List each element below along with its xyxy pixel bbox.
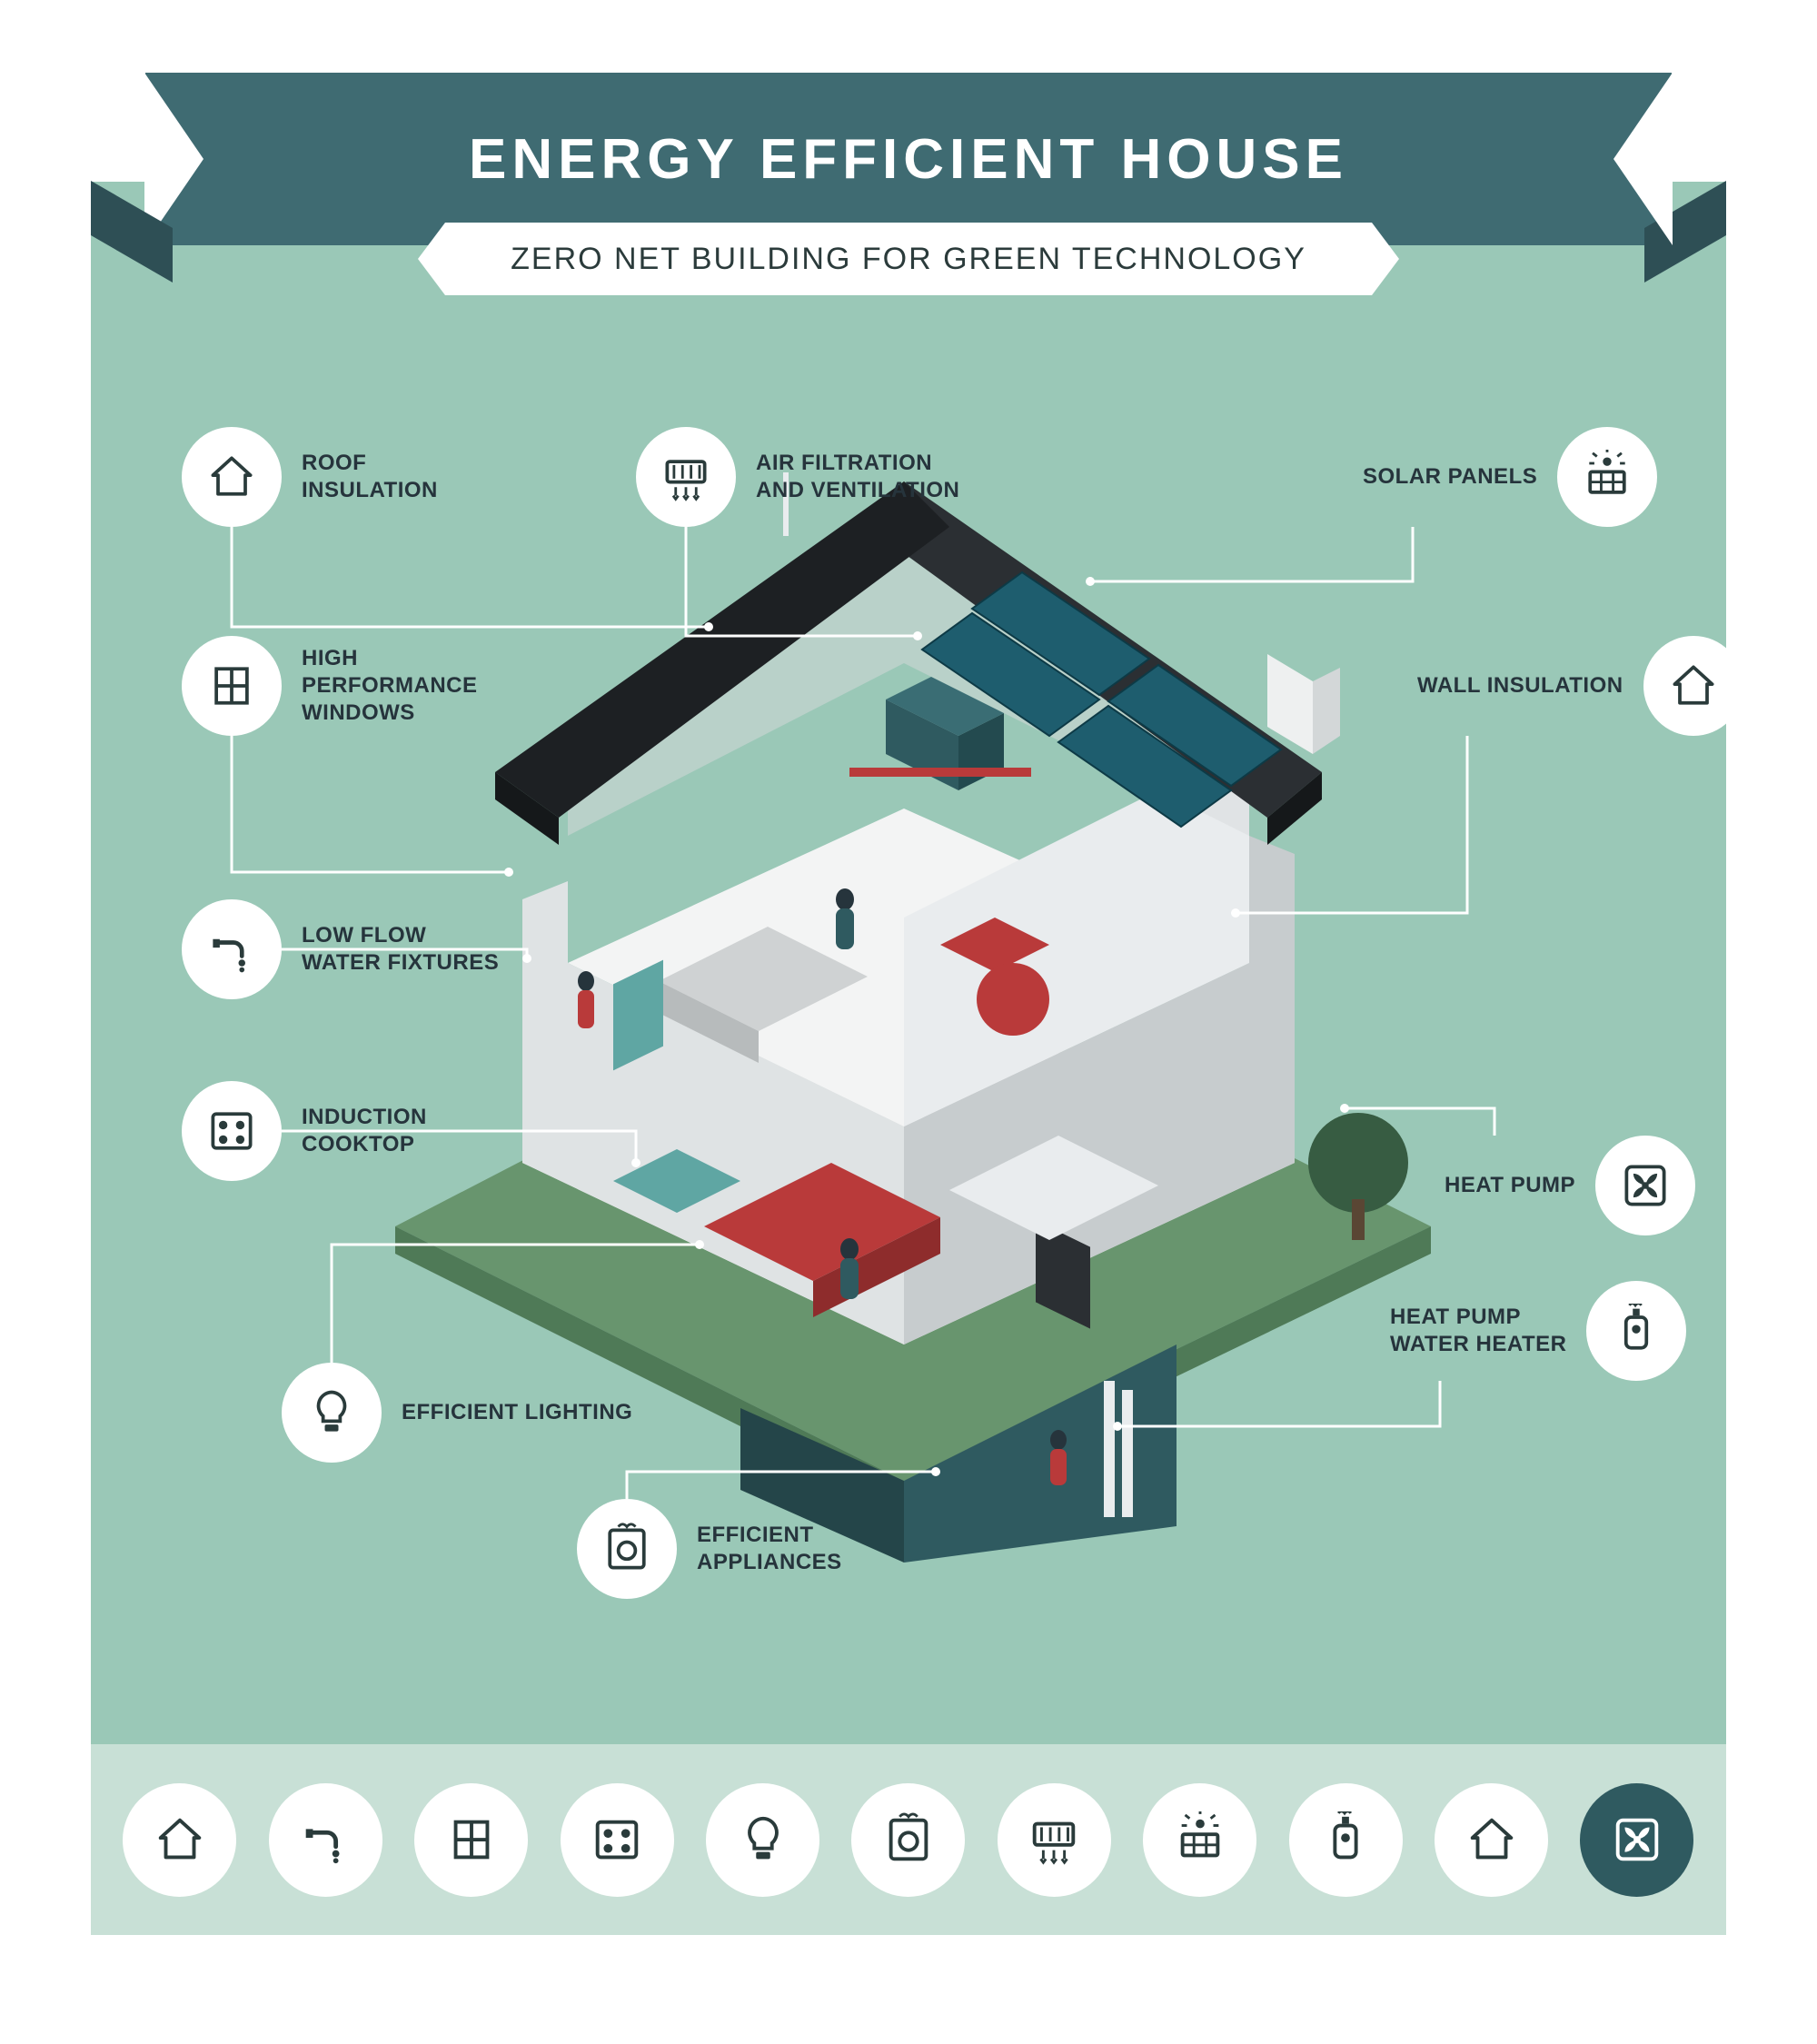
- callout-label: HEAT PUMP: [1445, 1172, 1575, 1199]
- callout-wall-insulation: WALL INSULATION: [1417, 636, 1743, 736]
- strip-cooktop-icon: [561, 1783, 674, 1897]
- callout-label: EFFICIENT APPLIANCES: [697, 1522, 933, 1576]
- strip-window-icon: [414, 1783, 528, 1897]
- callout-label: WALL INSULATION: [1417, 672, 1623, 700]
- house-icon: [182, 427, 282, 527]
- callout-heat-pump: HEAT PUMP: [1445, 1136, 1695, 1235]
- cooktop-icon: [182, 1081, 282, 1181]
- callout-roof-insulation: ROOFINSULATION: [182, 427, 438, 527]
- house-icon: [1643, 636, 1743, 736]
- callout-label: ROOFINSULATION: [302, 450, 438, 504]
- callout-label: AIR FILTRATIONAND VENTILATION: [756, 450, 959, 504]
- callout-label: HIGH PERFORMANCEWINDOWS: [302, 645, 538, 727]
- icon-strip: [91, 1744, 1726, 1935]
- callout-label: INDUCTIONCOOKTOP: [302, 1104, 427, 1158]
- strip-house-icon: [123, 1783, 236, 1897]
- strip-faucet-icon: [269, 1783, 382, 1897]
- callout-efficient-appliances: EFFICIENT APPLIANCES: [577, 1499, 933, 1599]
- vent-icon: [636, 427, 736, 527]
- bulb-icon: [282, 1363, 382, 1463]
- strip-washer-icon: [851, 1783, 965, 1897]
- strip-solar-icon: [1143, 1783, 1256, 1897]
- subtitle-ribbon: ZERO NET BUILDING FOR GREEN TECHNOLOGY: [418, 223, 1399, 295]
- faucet-icon: [182, 899, 282, 999]
- callout-label: EFFICIENT LIGHTING: [402, 1399, 632, 1426]
- callout-high-perf-windows: HIGH PERFORMANCEWINDOWS: [182, 636, 538, 736]
- title-banner: ENERGY EFFICIENT HOUSE: [145, 73, 1672, 245]
- infographic-canvas: ENERGY EFFICIENT HOUSE ZERO NET BUILDING…: [0, 0, 1817, 2044]
- callout-solar-panels: SOLAR PANELS: [1363, 427, 1657, 527]
- callout-label: SOLAR PANELS: [1363, 463, 1537, 491]
- strip-house-icon: [1435, 1783, 1548, 1897]
- page-title: ENERGY EFFICIENT HOUSE: [469, 127, 1348, 192]
- strip-vent-icon: [998, 1783, 1111, 1897]
- boiler-icon: [1586, 1281, 1686, 1381]
- callout-efficient-lighting: EFFICIENT LIGHTING: [282, 1363, 632, 1463]
- callout-induction-cooktop: INDUCTIONCOOKTOP: [182, 1081, 427, 1181]
- washer-icon: [577, 1499, 677, 1599]
- callout-heat-pump-water: HEAT PUMPWATER HEATER: [1390, 1281, 1686, 1381]
- callout-label: HEAT PUMPWATER HEATER: [1390, 1304, 1566, 1358]
- strip-fan-icon: [1580, 1783, 1693, 1897]
- callout-low-flow-fixtures: LOW FLOWWATER FIXTURES: [182, 899, 499, 999]
- fan-icon: [1595, 1136, 1695, 1235]
- callout-air-filtration: AIR FILTRATIONAND VENTILATION: [636, 427, 959, 527]
- window-icon: [182, 636, 282, 736]
- subtitle-text: ZERO NET BUILDING FOR GREEN TECHNOLOGY: [511, 242, 1306, 277]
- strip-boiler-icon: [1289, 1783, 1403, 1897]
- solar-icon: [1557, 427, 1657, 527]
- callout-label: LOW FLOWWATER FIXTURES: [302, 922, 499, 977]
- strip-bulb-icon: [706, 1783, 819, 1897]
